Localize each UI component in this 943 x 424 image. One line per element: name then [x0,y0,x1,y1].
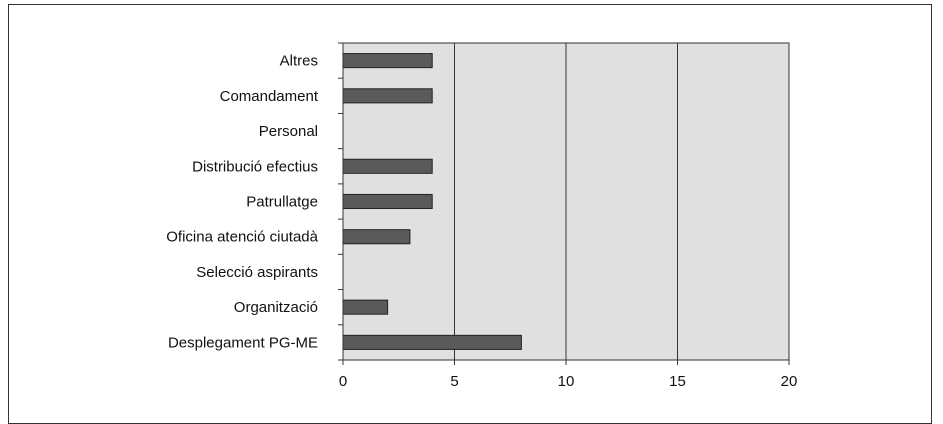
x-tick-label-0: 0 [339,373,347,390]
x-tick-label-20: 20 [781,373,798,390]
category-label-4: Patrullatge [246,194,318,211]
category-labels: Altres Comandament Personal Distribució efe… [166,53,319,352]
category-label-7: Organització [234,299,318,316]
bar-8 [342,334,522,350]
x-tick-labels: 0 5 10 15 20 [339,373,798,390]
x-tick-label-10: 10 [558,373,575,390]
category-label-3: Distribució efectius [192,158,318,175]
bar-3 [342,158,433,174]
bar-7 [342,299,389,315]
x-tick-label-15: 15 [669,373,686,390]
bar-1 [342,88,433,104]
category-label-2: Personal [259,123,318,140]
category-label-6: Selecció aspirants [196,264,318,281]
gridlines [342,43,790,365]
y-axis-ticks [338,42,343,361]
category-label-1: Comandament [220,88,319,105]
bar-5 [342,229,411,245]
category-label-0: Altres [280,53,318,70]
bar-4 [342,193,433,210]
bars [342,53,522,350]
x-tick-label-5: 5 [450,373,458,390]
category-label-8: Desplegament PG-ME [168,334,318,351]
category-label-5: Oficina atenció ciutadà [166,229,318,246]
bar-chart: Altres Comandament Personal Distribució efe… [166,42,798,390]
bar-0 [342,53,433,69]
